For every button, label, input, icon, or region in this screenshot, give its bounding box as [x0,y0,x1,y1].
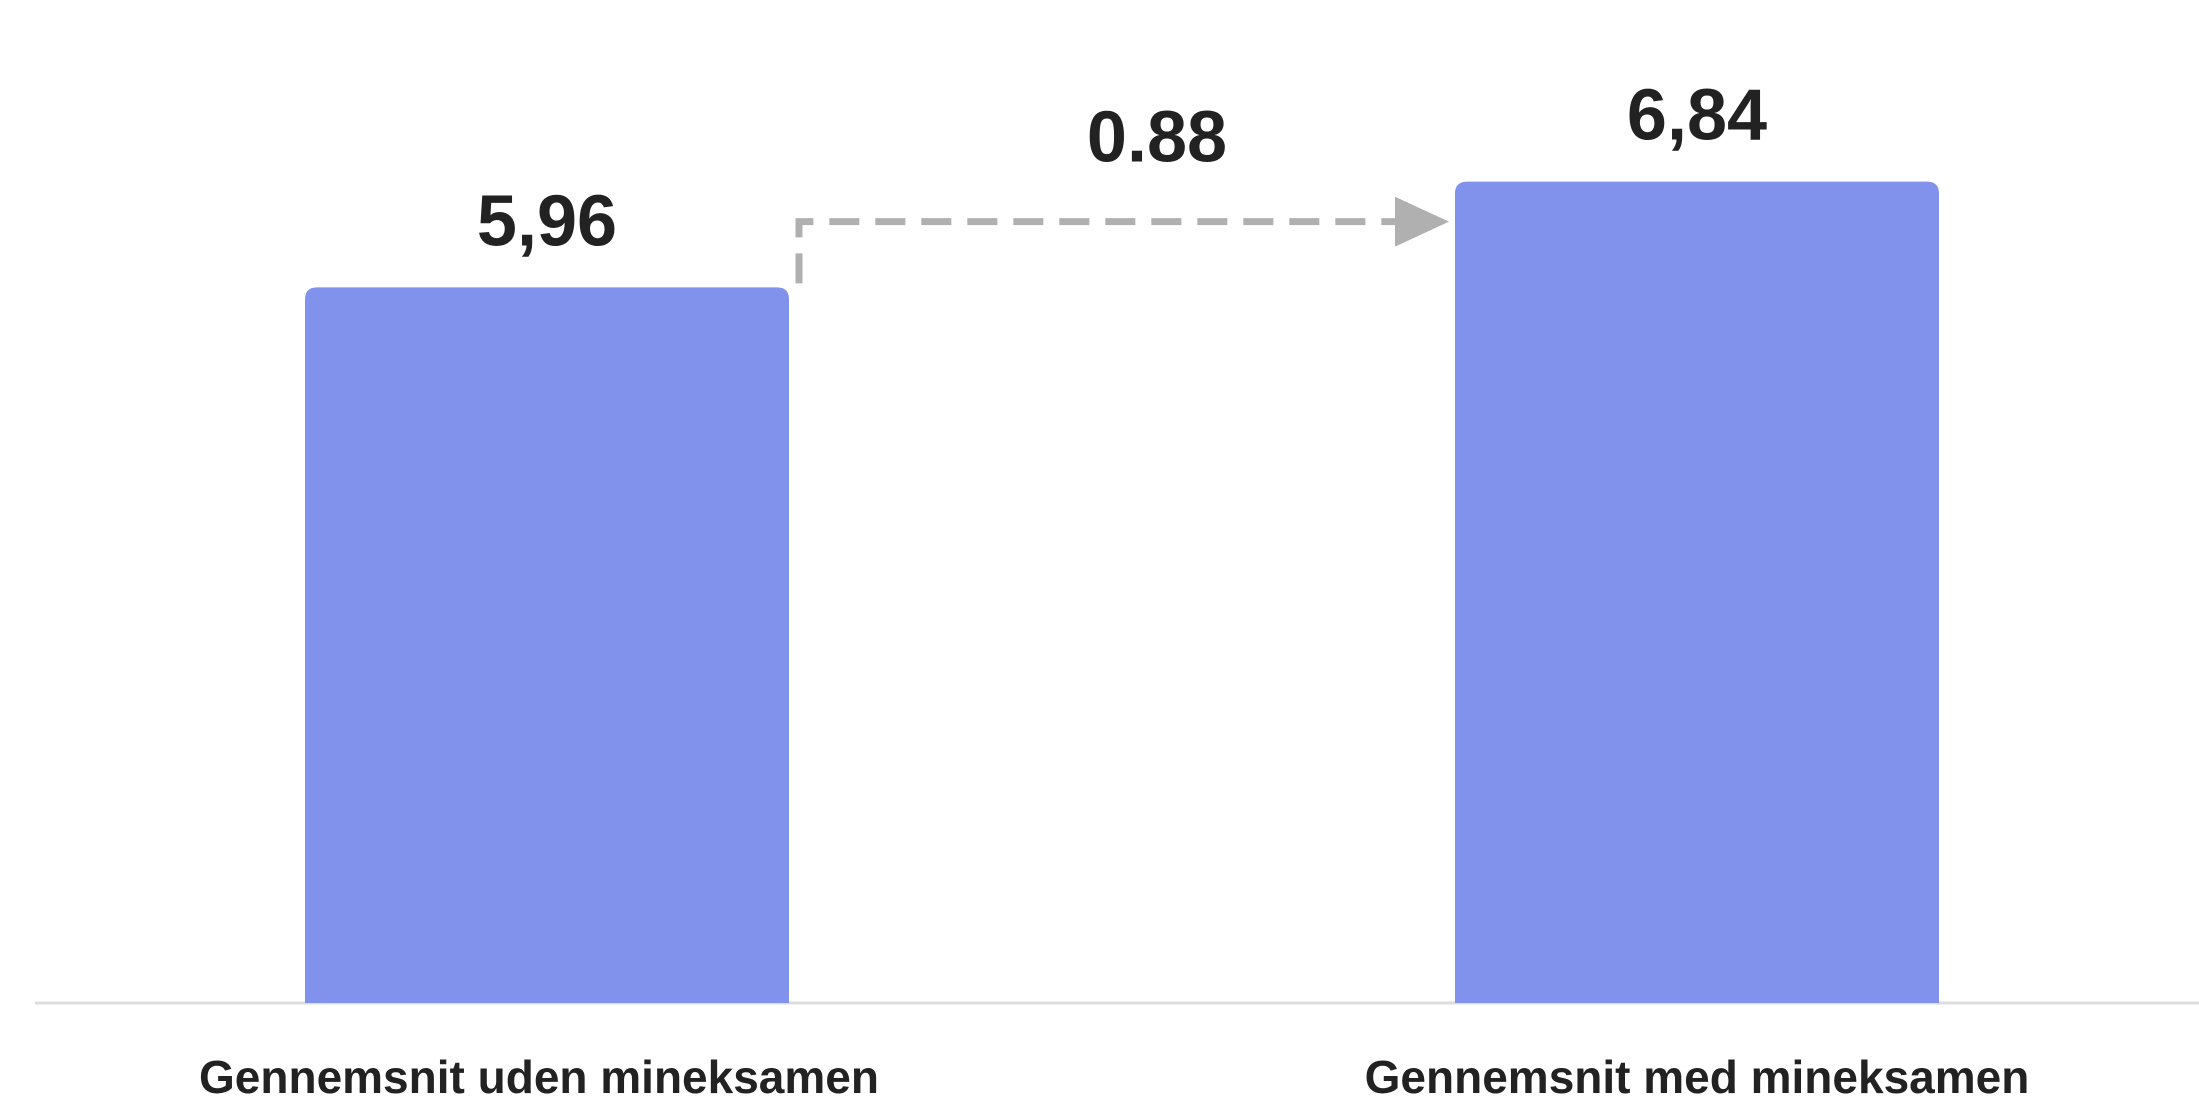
difference-arrow-head [1395,196,1449,247]
value-label-2: 6,84 [1627,76,1767,156]
value-label-1: 5,96 [477,181,617,261]
category-label-1: Gennemsnit uden mineksamen [199,1051,879,1100]
category-label-2: Gennemsnit med mineksamen [1365,1051,2030,1100]
bars-group [305,181,1939,1004]
difference-arrow-line [795,218,1397,284]
bar-2 [1455,181,1939,1004]
difference-label: 0.88 [1087,98,1227,178]
category-labels-group: Gennemsnit uden mineksamen Gennemsnit med… [199,1051,2029,1100]
bar-1 [305,287,789,1003]
value-labels-group: 5,96 6,84 [477,76,1767,262]
